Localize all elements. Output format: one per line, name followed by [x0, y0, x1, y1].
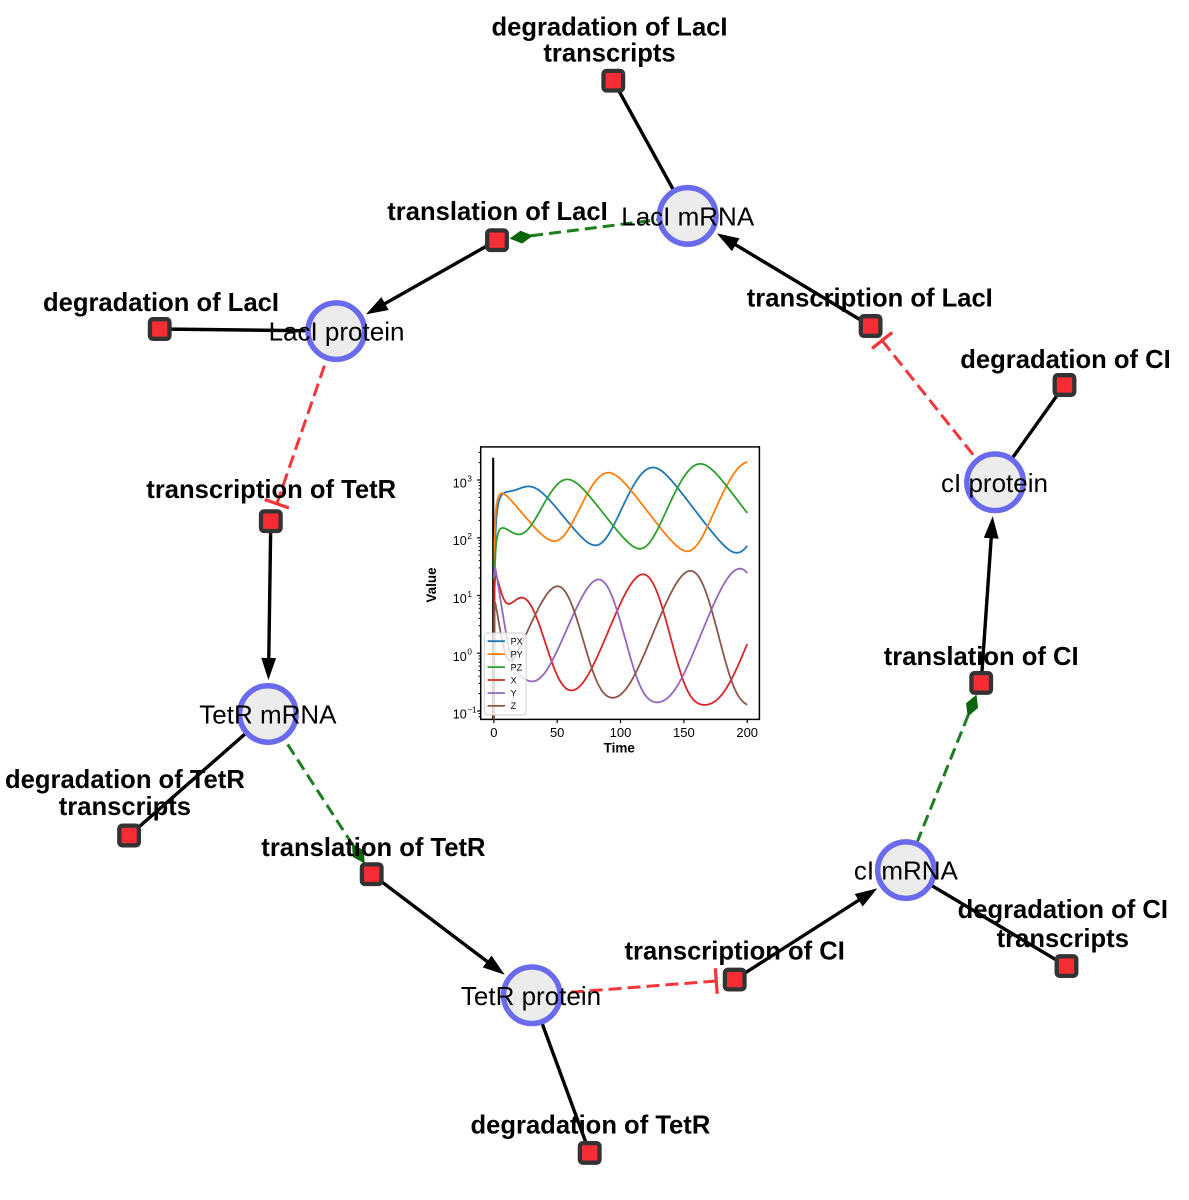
- svg-text:TetR mRNA: TetR mRNA: [199, 700, 337, 730]
- svg-text:PY: PY: [511, 649, 523, 659]
- svg-text:Y: Y: [511, 688, 517, 698]
- svg-text:10: 10: [453, 534, 467, 548]
- svg-text:transcription of TetR: transcription of TetR: [146, 476, 396, 504]
- svg-text:100: 100: [610, 725, 632, 740]
- svg-text:translation of CI: translation of CI: [884, 643, 1079, 671]
- svg-text:cI mRNA: cI mRNA: [854, 856, 959, 886]
- svg-text:Time: Time: [604, 741, 636, 756]
- svg-text:cI protein: cI protein: [941, 468, 1048, 498]
- svg-text:PX: PX: [511, 637, 523, 647]
- svg-text:10: 10: [453, 650, 467, 664]
- svg-text:−1: −1: [467, 705, 477, 714]
- svg-text:10: 10: [453, 477, 467, 491]
- svg-text:transcripts: transcripts: [997, 925, 1129, 953]
- svg-text:3: 3: [467, 474, 472, 483]
- svg-text:degradation of TetR: degradation of TetR: [470, 1112, 710, 1140]
- svg-text:LacI protein: LacI protein: [269, 317, 405, 347]
- svg-text:2: 2: [467, 532, 472, 541]
- svg-text:transcripts: transcripts: [59, 793, 191, 821]
- svg-text:translation of TetR: translation of TetR: [261, 834, 485, 862]
- svg-text:150: 150: [673, 725, 695, 740]
- svg-text:translation of LacI: translation of LacI: [387, 198, 607, 226]
- svg-text:0: 0: [490, 725, 497, 740]
- svg-text:X: X: [511, 675, 517, 685]
- svg-text:degradation of LacI: degradation of LacI: [43, 289, 279, 317]
- svg-text:degradation of TetR: degradation of TetR: [5, 766, 245, 794]
- svg-text:LacI mRNA: LacI mRNA: [621, 202, 755, 232]
- svg-text:200: 200: [736, 725, 758, 740]
- svg-text:10: 10: [453, 708, 467, 722]
- svg-text:degradation of CI: degradation of CI: [960, 346, 1170, 374]
- svg-text:transcripts: transcripts: [543, 40, 675, 68]
- svg-text:0: 0: [467, 648, 472, 657]
- svg-text:degradation of CI: degradation of CI: [958, 896, 1168, 924]
- svg-text:10: 10: [453, 592, 467, 606]
- svg-text:transcription of CI: transcription of CI: [624, 938, 844, 966]
- svg-text:PZ: PZ: [511, 662, 523, 672]
- svg-text:degradation of LacI: degradation of LacI: [491, 14, 727, 42]
- svg-text:Value: Value: [424, 567, 439, 603]
- svg-text:Z: Z: [511, 701, 517, 711]
- svg-text:50: 50: [550, 725, 564, 740]
- svg-text:transcription of LacI: transcription of LacI: [747, 285, 993, 313]
- svg-text:1: 1: [467, 590, 472, 599]
- svg-text:TetR protein: TetR protein: [461, 981, 601, 1011]
